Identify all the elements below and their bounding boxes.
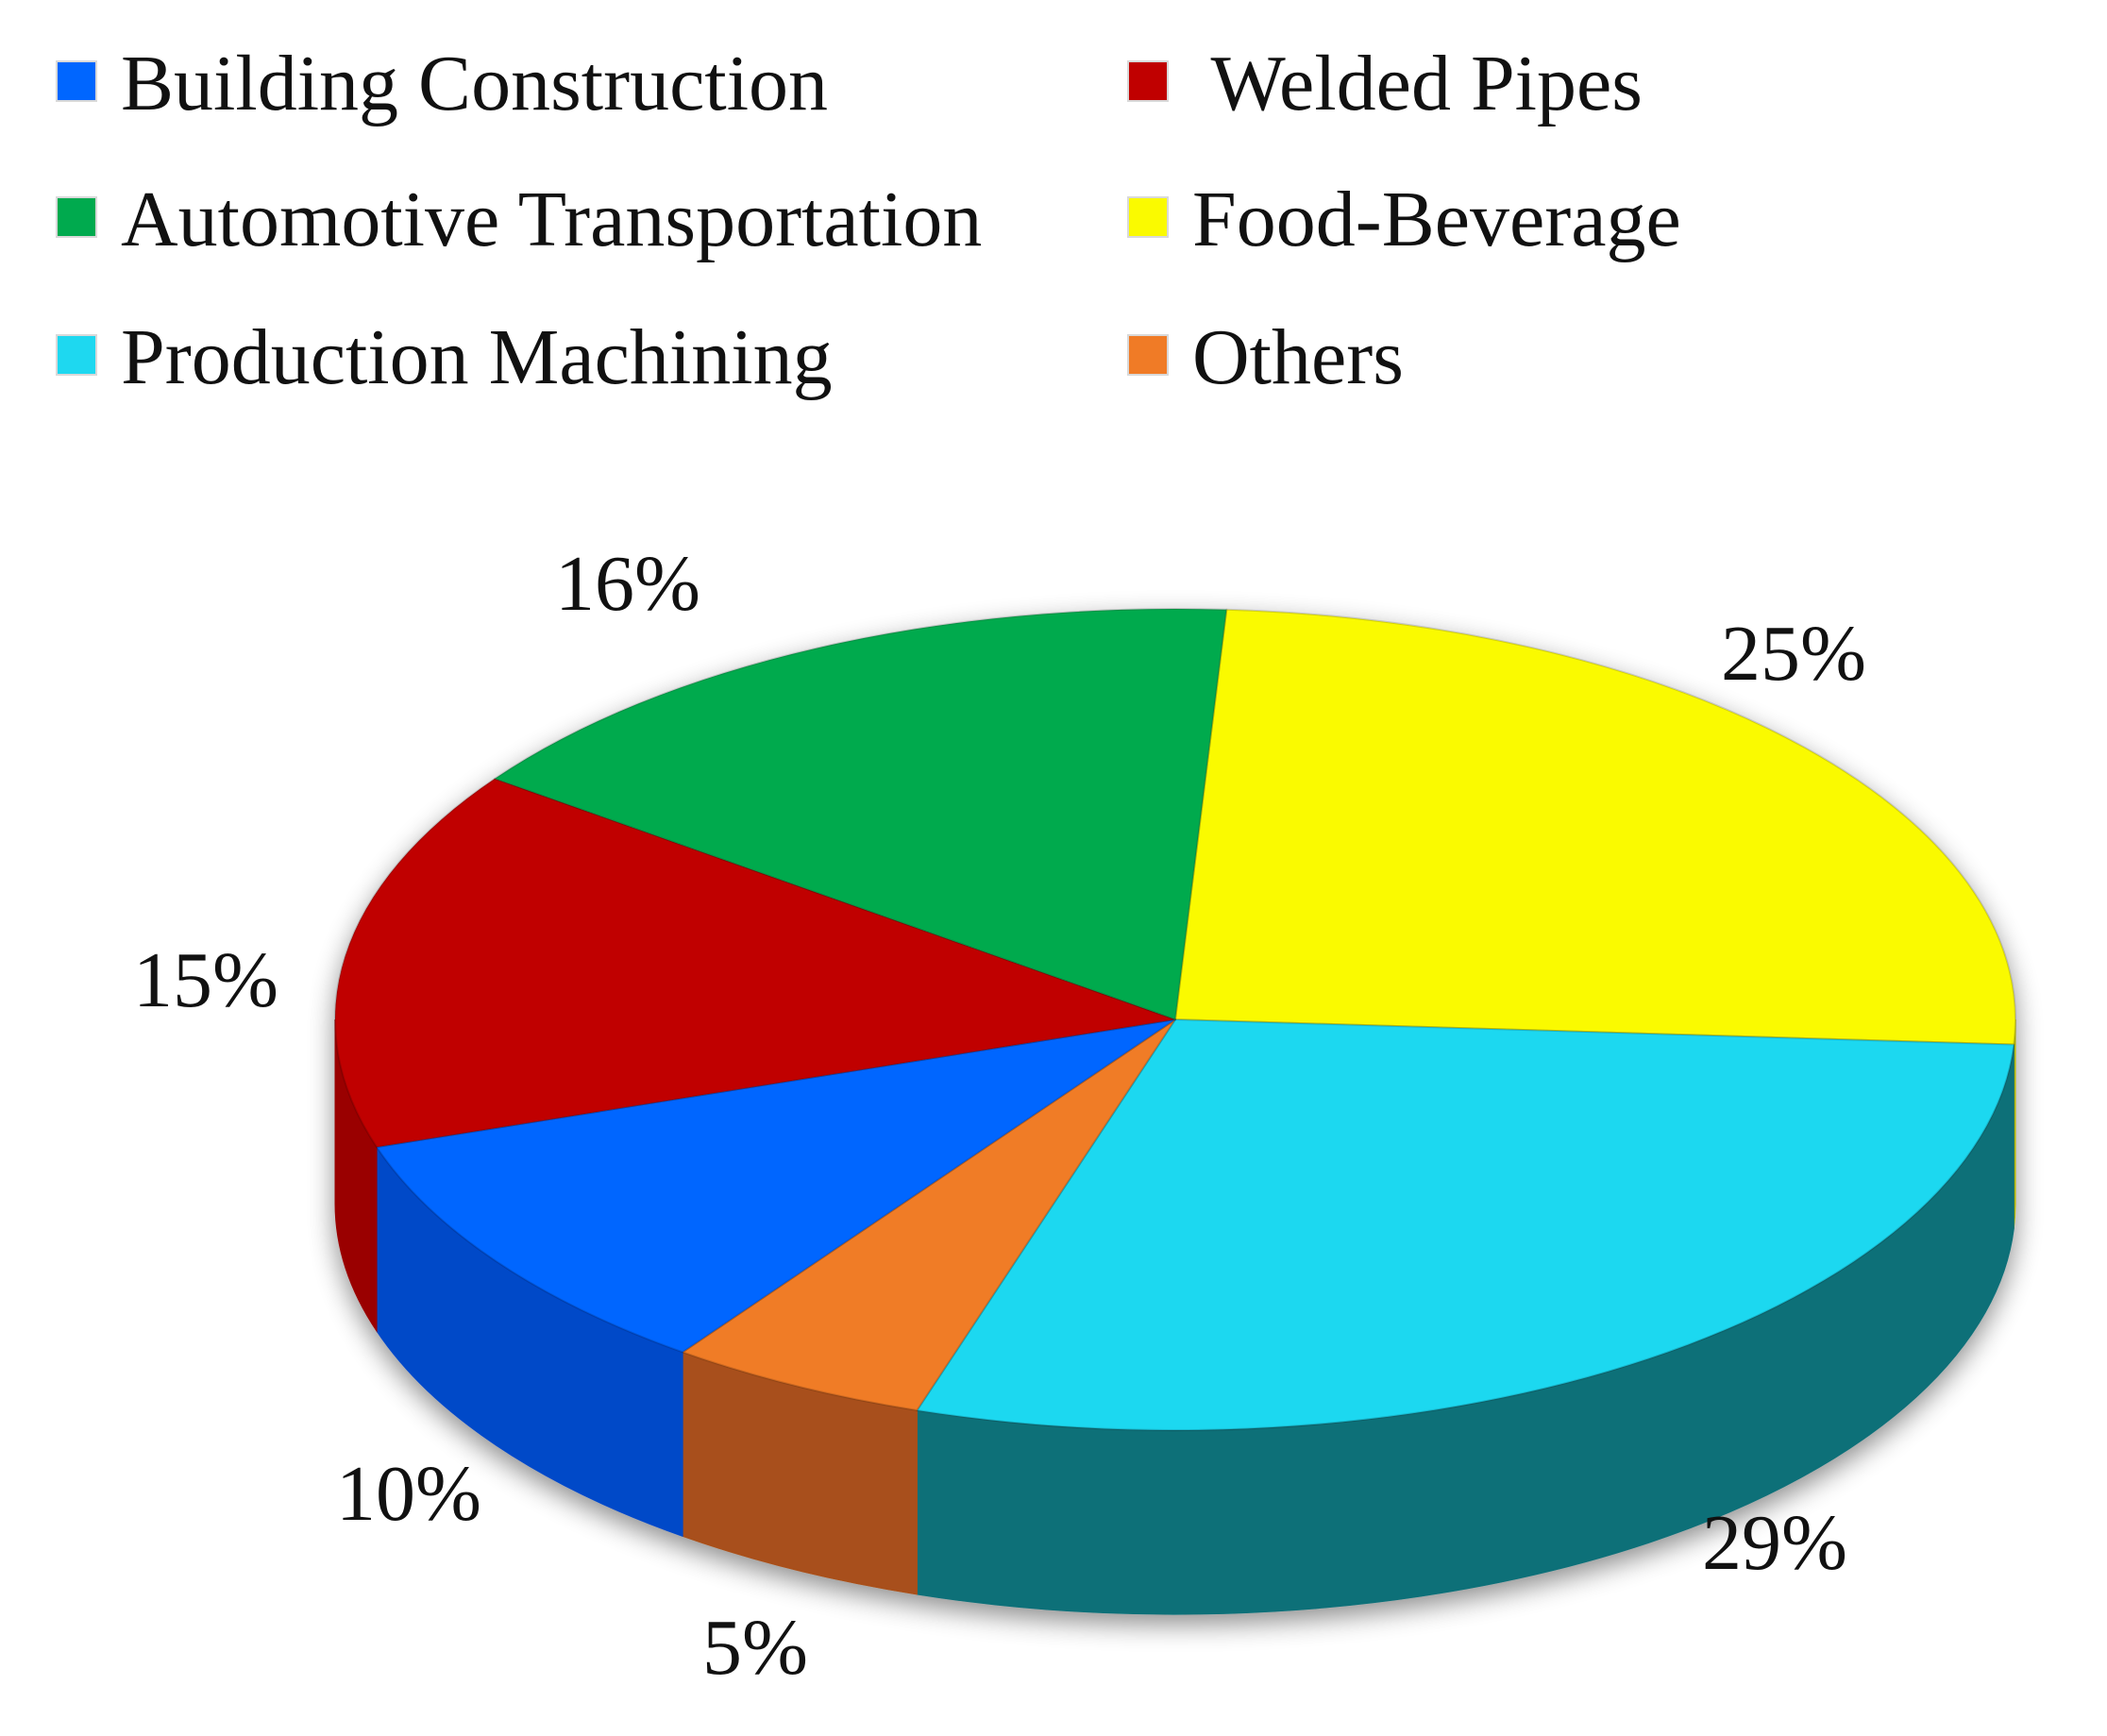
slice-building-construction — [376, 1019, 1176, 1354]
data-label-welded-pipes: 15% — [133, 936, 278, 1024]
slice-automotive-transportation — [494, 608, 1228, 1020]
legend-label-building-construction: Building Construction — [121, 40, 828, 127]
data-label-food-beverage: 25% — [1721, 610, 1866, 698]
data-label-others: 5% — [702, 1604, 808, 1692]
slice-food-beverage — [1174, 608, 2016, 1046]
legend-swatch-building-construction — [56, 60, 97, 102]
legend-item-building-construction: Building Construction — [56, 40, 828, 127]
legend-label-food-beverage: Food-Beverage — [1192, 176, 1681, 263]
pie-tops — [334, 608, 2016, 1431]
legend-item-others: Others — [1127, 313, 1404, 401]
slice-welded-pipes — [334, 777, 1176, 1149]
slice-others — [682, 1019, 1176, 1411]
legend-item-production-machining: Production Machining — [56, 313, 833, 401]
legend-swatch-welded-pipes — [1127, 60, 1169, 102]
slice-production-machining — [916, 1019, 2015, 1431]
pie — [334, 608, 2016, 1615]
pie-sides — [334, 1019, 2016, 1615]
legend-label-automotive-transportation: Automotive Transportation — [121, 176, 982, 263]
legend: Building Construction Welded Pipes Automo… — [56, 40, 1681, 401]
data-label-automotive-transportation: 16% — [555, 540, 700, 628]
data-label-building-construction: 10% — [336, 1450, 481, 1538]
legend-swatch-others — [1127, 334, 1169, 376]
legend-swatch-production-machining — [56, 334, 97, 376]
data-label-production-machining: 29% — [1702, 1499, 1847, 1587]
legend-item-automotive-transportation: Automotive Transportation — [56, 176, 982, 263]
legend-label-welded-pipes: Welded Pipes — [1192, 40, 1643, 127]
legend-item-food-beverage: Food-Beverage — [1127, 176, 1681, 263]
legend-swatch-food-beverage — [1127, 196, 1169, 238]
legend-item-welded-pipes: Welded Pipes — [1127, 40, 1643, 127]
data-labels: 25% 29% 5% 10% 15% 16% — [133, 540, 1866, 1692]
legend-label-production-machining: Production Machining — [121, 313, 833, 401]
legend-swatch-automotive-transportation — [56, 196, 97, 238]
legend-label-others: Others — [1192, 313, 1404, 401]
